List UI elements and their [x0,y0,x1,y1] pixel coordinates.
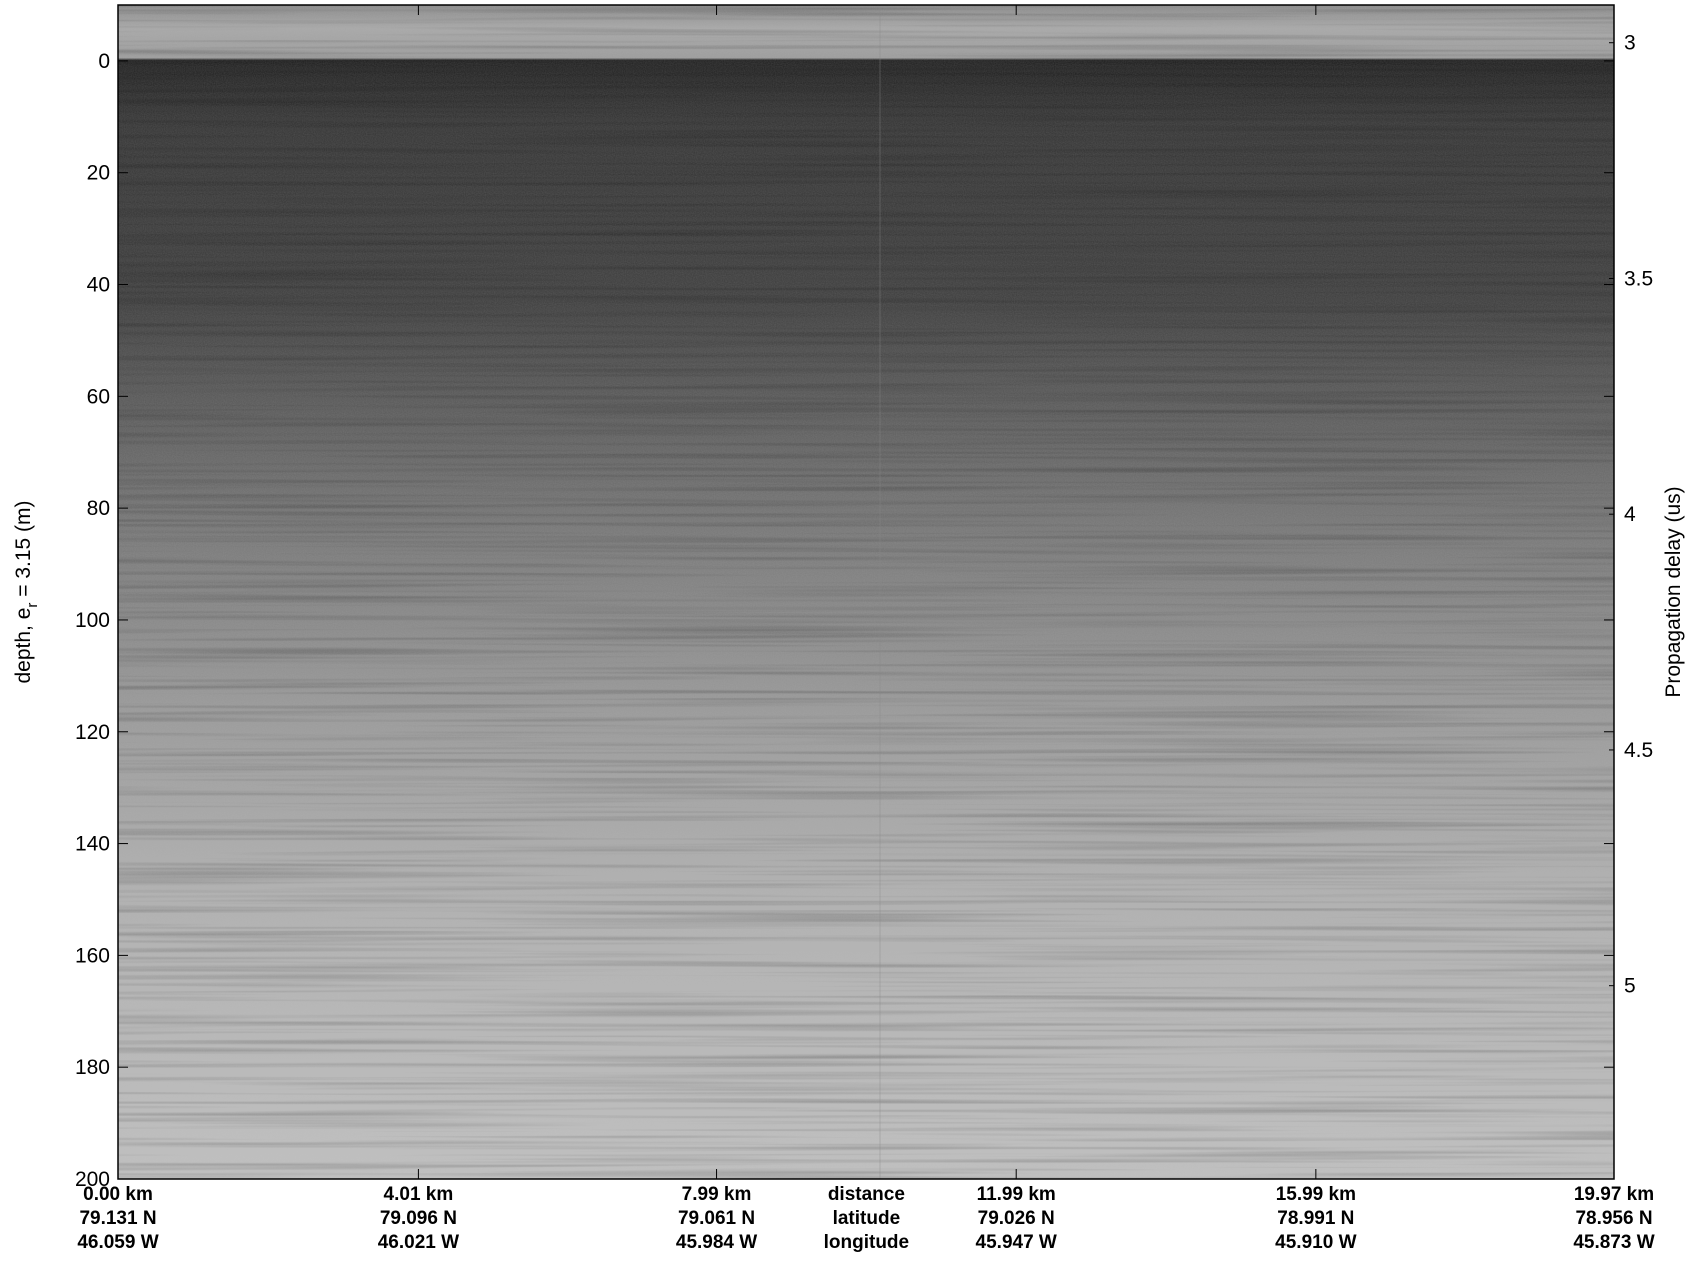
latitude-label: 79.131 N [79,1208,156,1229]
y-tick-label: 180 [75,1056,110,1079]
x-tick-label: 7.99 km [682,1184,752,1205]
longitude-label: 46.021 W [378,1232,459,1253]
y-tick-label: 200 [75,1168,110,1191]
latitude-label: 79.026 N [978,1208,1055,1229]
longitude-label: 45.947 W [976,1232,1057,1253]
y2-tick-label: 5 [1624,975,1636,998]
y-tick-label: 140 [75,833,110,856]
y-axis-label: depth, er = 3.15 (m) [12,500,41,683]
longitude-label: 45.873 W [1573,1232,1654,1253]
longitude-label: 45.910 W [1275,1232,1356,1253]
y-tick-label: 40 [87,274,110,297]
y2-tick-label: 3.5 [1624,267,1653,290]
longitude-label: 46.059 W [77,1232,158,1253]
y2-tick-label: 4 [1624,503,1636,526]
latitude-label: 78.991 N [1277,1208,1354,1229]
y-tick-label: 120 [75,721,110,744]
row-name: longitude [824,1232,909,1253]
echogram-grain [118,5,1614,1179]
longitude-label: 45.984 W [676,1232,757,1253]
echogram-image [118,5,1614,1179]
y-label-main: depth, e [12,608,35,684]
y-tick-label: 0 [98,50,110,73]
latitude-label: 78.956 N [1575,1208,1652,1229]
x-tick-label: 4.01 km [384,1184,454,1205]
y2-tick-label: 3 [1624,32,1636,55]
y2-axis-label: Propagation delay (us) [1662,486,1685,697]
y-tick-label: 60 [87,385,110,408]
row-name: distance [828,1184,905,1205]
y-label-rest: = 3.15 (m) [12,500,35,602]
y-tick-label: 80 [87,497,110,520]
latitude-label: 79.061 N [678,1208,755,1229]
x-tick-label: 11.99 km [977,1184,1056,1205]
y-tick-label: 100 [75,609,110,632]
y2-tick-label: 4.5 [1624,739,1653,762]
row-name: latitude [833,1208,901,1229]
x-tick-label: 0.00 km [83,1184,153,1205]
y-tick-label: 20 [87,162,110,185]
y-label-subscript: r [24,603,41,608]
x-tick-label: 15.99 km [1276,1184,1356,1205]
plot-frame [117,4,1615,1180]
x-tick-label: 19.97 km [1574,1184,1654,1205]
y-tick-label: 160 [75,944,110,967]
latitude-label: 79.096 N [380,1208,457,1229]
